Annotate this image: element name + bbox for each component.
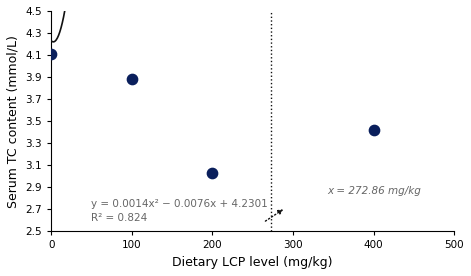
Y-axis label: Serum TC content (mmol/L): Serum TC content (mmol/L): [7, 35, 20, 208]
Point: [128, 77, 136, 81]
Text: y = 0.0014x² − 0.0076x + 4.2301: y = 0.0014x² − 0.0076x + 4.2301: [91, 199, 268, 209]
X-axis label: Dietary LCP level (mg/kg): Dietary LCP level (mg/kg): [172, 256, 333, 269]
Text: R² = 0.824: R² = 0.824: [91, 213, 148, 223]
Point: [370, 128, 377, 132]
Point: [48, 52, 55, 56]
Point: [209, 171, 216, 175]
Text: x = 272.86 mg/kg: x = 272.86 mg/kg: [327, 186, 421, 196]
